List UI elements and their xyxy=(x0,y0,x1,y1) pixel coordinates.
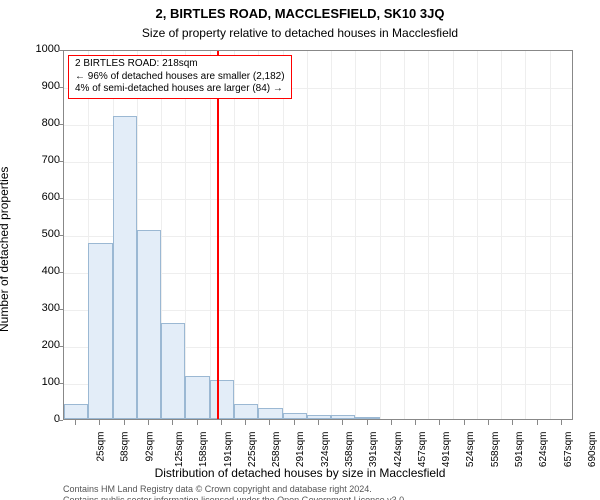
gridline-v xyxy=(525,51,526,419)
gridline-v xyxy=(428,51,429,419)
bar xyxy=(307,415,331,419)
y-tick-label: 800 xyxy=(10,117,60,129)
x-tick-mark xyxy=(221,420,222,425)
x-tick-label: 591sqm xyxy=(514,432,525,468)
x-tick-mark xyxy=(342,420,343,425)
bar xyxy=(355,417,379,419)
x-tick-label: 624sqm xyxy=(538,432,549,468)
x-tick-mark xyxy=(269,420,270,425)
gridline-h xyxy=(64,125,572,126)
footer-line2: Contains public sector information licen… xyxy=(63,495,583,500)
y-tick-label: 200 xyxy=(10,339,60,351)
gridline-v xyxy=(331,51,332,419)
x-tick-mark xyxy=(124,420,125,425)
plot-area: 2 BIRTLES ROAD: 218sqm ← 96% of detached… xyxy=(63,50,573,420)
x-tick-label: 424sqm xyxy=(393,432,404,468)
x-tick-label: 125sqm xyxy=(174,432,185,468)
x-tick-label: 391sqm xyxy=(368,432,379,468)
x-tick-mark xyxy=(197,420,198,425)
gridline-v xyxy=(550,51,551,419)
annotation-box: 2 BIRTLES ROAD: 218sqm ← 96% of detached… xyxy=(68,55,292,99)
x-tick-mark xyxy=(537,420,538,425)
x-tick-mark xyxy=(318,420,319,425)
x-tick-label: 191sqm xyxy=(223,432,234,468)
page: 2, BIRTLES ROAD, MACCLESFIELD, SK10 3JQ … xyxy=(0,0,600,500)
x-tick-mark xyxy=(391,420,392,425)
gridline-v xyxy=(234,51,235,419)
y-tick-label: 900 xyxy=(10,80,60,92)
x-tick-mark xyxy=(245,420,246,425)
y-tick-mark xyxy=(58,420,63,421)
annotation-line2: ← 96% of detached houses are smaller (2,… xyxy=(75,71,285,84)
x-tick-mark xyxy=(488,420,489,425)
gridline-v xyxy=(283,51,284,419)
y-tick-label: 100 xyxy=(10,376,60,388)
y-tick-label: 700 xyxy=(10,154,60,166)
bar xyxy=(258,408,282,419)
bar xyxy=(331,415,355,419)
x-tick-label: 558sqm xyxy=(490,432,501,468)
bar xyxy=(137,230,161,419)
gridline-v xyxy=(355,51,356,419)
x-tick-label: 58sqm xyxy=(120,432,131,462)
x-tick-label: 657sqm xyxy=(563,432,574,468)
gridline-v xyxy=(380,51,381,419)
x-tick-label: 225sqm xyxy=(247,432,258,468)
x-tick-mark xyxy=(464,420,465,425)
gridline-h xyxy=(64,162,572,163)
x-tick-label: 524sqm xyxy=(466,432,477,468)
gridline-v xyxy=(453,51,454,419)
x-tick-mark xyxy=(367,420,368,425)
x-tick-label: 25sqm xyxy=(96,432,107,462)
gridline-v xyxy=(258,51,259,419)
reference-line xyxy=(217,51,219,419)
x-tick-label: 690sqm xyxy=(587,432,598,468)
y-tick-label: 0 xyxy=(10,413,60,425)
x-axis-title: Distribution of detached houses by size … xyxy=(0,466,600,480)
gridline-v xyxy=(185,51,186,419)
gridline-h xyxy=(64,199,572,200)
y-tick-label: 300 xyxy=(10,302,60,314)
x-tick-label: 291sqm xyxy=(296,432,307,468)
x-tick-mark xyxy=(561,420,562,425)
x-tick-label: 491sqm xyxy=(441,432,452,468)
x-tick-mark xyxy=(148,420,149,425)
footer-line1: Contains HM Land Registry data © Crown c… xyxy=(63,484,583,495)
x-tick-mark xyxy=(415,420,416,425)
bar xyxy=(210,380,234,419)
page-subtitle: Size of property relative to detached ho… xyxy=(0,26,600,40)
x-tick-label: 258sqm xyxy=(271,432,282,468)
gridline-v xyxy=(404,51,405,419)
x-tick-label: 457sqm xyxy=(417,432,428,468)
y-tick-label: 400 xyxy=(10,265,60,277)
gridline-v xyxy=(477,51,478,419)
x-tick-mark xyxy=(99,420,100,425)
gridline-v xyxy=(307,51,308,419)
bar xyxy=(88,243,112,419)
bar xyxy=(64,404,88,419)
x-tick-mark xyxy=(294,420,295,425)
x-tick-label: 324sqm xyxy=(320,432,331,468)
x-tick-label: 158sqm xyxy=(198,432,209,468)
bar xyxy=(234,404,258,419)
x-tick-mark xyxy=(512,420,513,425)
x-tick-label: 92sqm xyxy=(144,432,155,462)
y-tick-label: 500 xyxy=(10,228,60,240)
gridline-v xyxy=(501,51,502,419)
y-tick-label: 1000 xyxy=(10,43,60,55)
footer: Contains HM Land Registry data © Crown c… xyxy=(63,484,583,500)
bar xyxy=(113,116,137,419)
bar xyxy=(185,376,209,419)
x-tick-label: 358sqm xyxy=(344,432,355,468)
gridline-v xyxy=(210,51,211,419)
annotation-line3: 4% of semi-detached houses are larger (8… xyxy=(75,83,285,96)
annotation-line1: 2 BIRTLES ROAD: 218sqm xyxy=(75,58,285,71)
y-tick-label: 600 xyxy=(10,191,60,203)
bar xyxy=(161,323,185,419)
x-tick-mark xyxy=(439,420,440,425)
page-title: 2, BIRTLES ROAD, MACCLESFIELD, SK10 3JQ xyxy=(0,6,600,21)
x-tick-mark xyxy=(75,420,76,425)
bar xyxy=(283,413,307,419)
x-tick-mark xyxy=(172,420,173,425)
